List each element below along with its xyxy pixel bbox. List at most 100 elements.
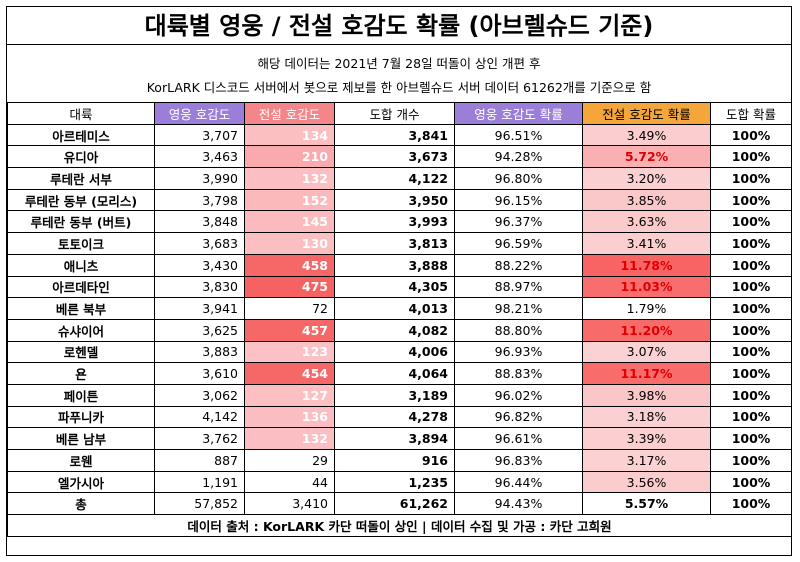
- legend-rate: 3.85%: [582, 188, 711, 212]
- hero-count: 3,625: [154, 318, 245, 342]
- table-row: 베른 북부 3,941 72 4,013 98.21% 1.79% 100%: [7, 297, 792, 320]
- legend-count: 123: [244, 340, 335, 364]
- hero-count: 3,883: [154, 340, 245, 364]
- document-frame: 대륙별 영웅 / 전설 호감도 확률 (아브렐슈드 기준) 해당 데이터는 20…: [6, 6, 792, 556]
- legend-count: 72: [244, 297, 335, 320]
- continent-name: 슈샤이어: [7, 318, 155, 342]
- continent-name: 로헨델: [7, 340, 155, 364]
- hero-count: 3,990: [154, 167, 245, 190]
- legend-count: 132: [244, 427, 335, 450]
- table-row: 로헨델 3,883 123 4,006 96.93% 3.07% 100%: [7, 340, 792, 364]
- subtitle-line-2: KorLARK 디스코드 서버에서 봇으로 제보를 한 아브렐슈드 서버 데이터…: [146, 80, 652, 95]
- legend-rate: 3.20%: [582, 167, 711, 190]
- legend-rate: 11.03%: [582, 275, 711, 299]
- hero-count: 3,610: [154, 362, 245, 385]
- table-row: 루테란 동부 (모리스) 3,798 152 3,950 96.15% 3.85% 100%: [7, 188, 792, 212]
- total-rate: 100%: [710, 188, 792, 212]
- total-legend-rate: 5.57%: [582, 492, 711, 516]
- continent-name: 페이튼: [7, 383, 155, 407]
- table-row: 루테란 서부 3,990 132 4,122 96.80% 3.20% 100%: [7, 167, 792, 190]
- table-row: 욘 3,610 454 4,064 88.83% 11.17% 100%: [7, 362, 792, 385]
- legend-rate: 3.98%: [582, 383, 711, 407]
- total-count: 4,064: [334, 362, 455, 385]
- continent-name: 토토이크: [7, 232, 155, 255]
- probability-table: 대륙 영웅 호감도 전설 호감도 도합 개수 영웅 호감도 확률 전설 호감도 …: [7, 102, 792, 538]
- continent-name: 아르테미스: [7, 123, 155, 147]
- header-legend-rate: 전설 호감도 확률: [582, 102, 711, 125]
- total-count: 4,082: [334, 318, 455, 342]
- hero-count: 1,191: [154, 470, 245, 494]
- legend-rate: 5.72%: [582, 145, 711, 169]
- hero-count: 3,683: [154, 232, 245, 255]
- total-rate: 100%: [710, 297, 792, 320]
- hero-rate: 96.44%: [454, 470, 583, 494]
- legend-count: 457: [244, 318, 335, 342]
- continent-name: 유디아: [7, 145, 155, 169]
- hero-count: 3,798: [154, 188, 245, 212]
- total-rate: 100%: [710, 383, 792, 407]
- total-rate: 100%: [710, 123, 792, 147]
- hero-count: 4,142: [154, 405, 245, 429]
- total-rate: 100%: [710, 405, 792, 429]
- table-row: 유디아 3,463 210 3,673 94.28% 5.72% 100%: [7, 145, 792, 169]
- hero-count: 3,848: [154, 210, 245, 234]
- total-count: 3,894: [334, 427, 455, 450]
- legend-rate: 11.20%: [582, 318, 711, 342]
- total-rate: 100%: [710, 145, 792, 169]
- legend-count: 475: [244, 275, 335, 299]
- header-total-count: 도합 개수: [334, 102, 455, 125]
- legend-rate: 3.17%: [582, 449, 711, 472]
- total-rate: 100%: [710, 253, 792, 277]
- legend-rate: 1.79%: [582, 297, 711, 320]
- hero-count: 3,062: [154, 383, 245, 407]
- total-count: 4,278: [334, 405, 455, 429]
- legend-rate: 3.18%: [582, 405, 711, 429]
- total-rate: 100%: [710, 449, 792, 472]
- total-rate: 100%: [710, 362, 792, 385]
- hero-count: 3,430: [154, 253, 245, 277]
- table-row: 토토이크 3,683 130 3,813 96.59% 3.41% 100%: [7, 232, 792, 255]
- legend-rate: 11.78%: [582, 253, 711, 277]
- total-hero: 57,852: [154, 492, 245, 516]
- legend-count: 44: [244, 470, 335, 494]
- total-count: 3,189: [334, 383, 455, 407]
- legend-count: 130: [244, 232, 335, 255]
- legend-rate: 3.56%: [582, 470, 711, 494]
- hero-rate: 98.21%: [454, 297, 583, 320]
- hero-count: 887: [154, 449, 245, 472]
- hero-rate: 96.82%: [454, 405, 583, 429]
- legend-count: 210: [244, 145, 335, 169]
- hero-count: 3,463: [154, 145, 245, 169]
- table-row: 로웬 887 29 916 96.83% 3.17% 100%: [7, 449, 792, 472]
- legend-rate: 3.63%: [582, 210, 711, 234]
- total-rate: 100%: [710, 427, 792, 450]
- header-row: 대륙 영웅 호감도 전설 호감도 도합 개수 영웅 호감도 확률 전설 호감도 …: [7, 102, 792, 125]
- total-rate: 100%: [710, 470, 792, 494]
- total-rate: 100%: [710, 340, 792, 364]
- continent-name: 엘가시아: [7, 470, 155, 494]
- total-rate: 100%: [710, 275, 792, 299]
- continent-name: 베른 남부: [7, 427, 155, 450]
- hero-rate: 96.51%: [454, 123, 583, 147]
- continent-name: 루테란 서부: [7, 167, 155, 190]
- hero-rate: 96.83%: [454, 449, 583, 472]
- legend-rate: 3.41%: [582, 232, 711, 255]
- total-rate: 100%: [710, 318, 792, 342]
- legend-rate: 3.39%: [582, 427, 711, 450]
- table-row: 아르데타인 3,830 475 4,305 88.97% 11.03% 100%: [7, 275, 792, 299]
- hero-rate: 94.28%: [454, 145, 583, 169]
- table-row: 아르테미스 3,707 134 3,841 96.51% 3.49% 100%: [7, 123, 792, 147]
- continent-name: 루테란 동부 (버트): [7, 210, 155, 234]
- total-count: 3,993: [334, 210, 455, 234]
- table-row: 슈샤이어 3,625 457 4,082 88.80% 11.20% 100%: [7, 318, 792, 342]
- legend-rate: 11.17%: [582, 362, 711, 385]
- total-count: 1,235: [334, 470, 455, 494]
- continent-name: 아르데타인: [7, 275, 155, 299]
- hero-count: 3,762: [154, 427, 245, 450]
- table-row: 페이튼 3,062 127 3,189 96.02% 3.98% 100%: [7, 383, 792, 407]
- header-hero-rate: 영웅 호감도 확률: [454, 102, 583, 125]
- footer-row: 데이터 출처 : KorLARK 카단 떠돌이 상인 | 데이터 수집 및 가공…: [7, 514, 792, 538]
- hero-rate: 88.83%: [454, 362, 583, 385]
- legend-count: 145: [244, 210, 335, 234]
- subtitle-line-1: 해당 데이터는 2021년 7월 28일 떠돌이 상인 개편 후: [257, 56, 541, 71]
